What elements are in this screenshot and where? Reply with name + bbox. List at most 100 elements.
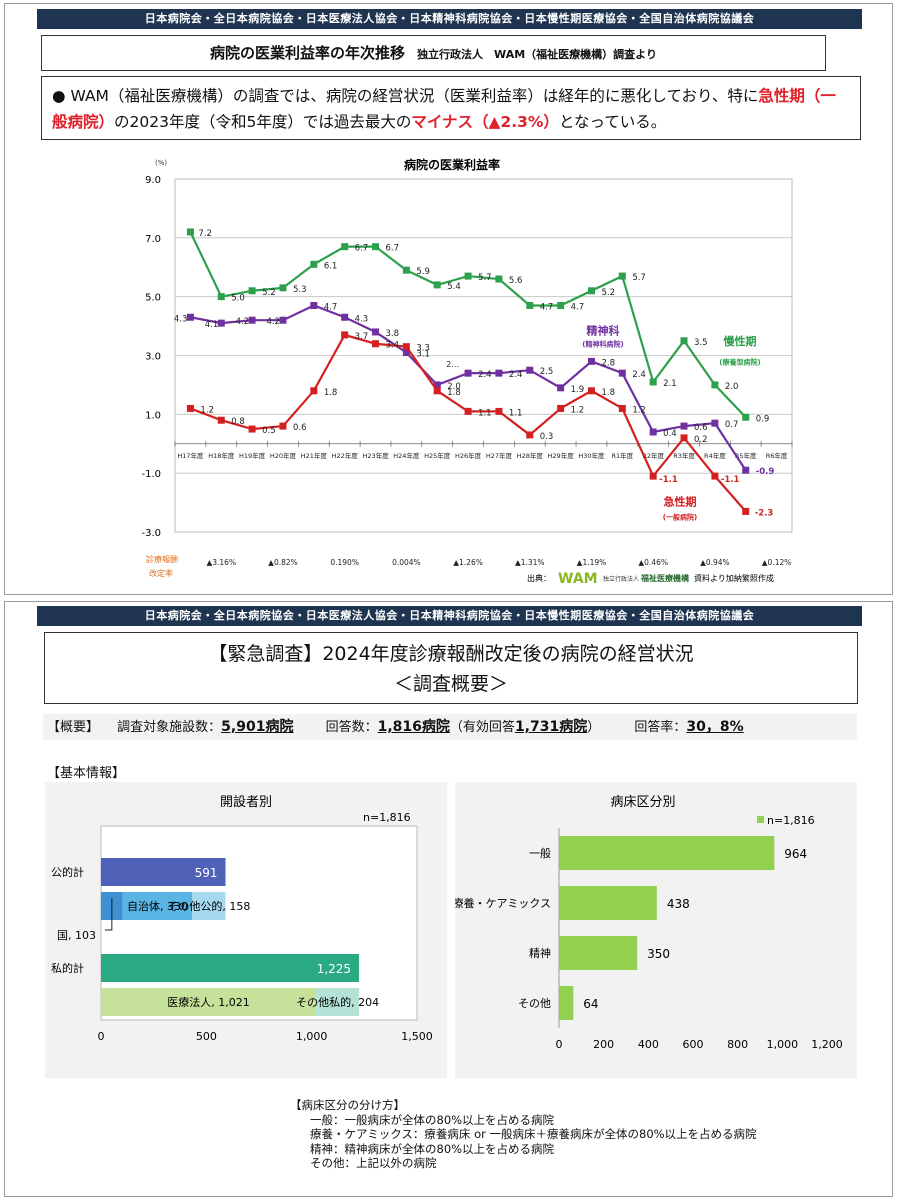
data-point <box>464 407 472 415</box>
basic-info-label: 【基本情報】 <box>47 766 126 781</box>
data-point <box>587 287 595 295</box>
data-point <box>248 425 256 433</box>
data-label: 0.5 <box>262 426 276 436</box>
wam-logo: WAM <box>558 571 598 587</box>
x-tick-label: R1年度 <box>611 451 633 460</box>
legend-line: 療養・ケアミックス：療養病床 or 一般病床＋療養病床が全体の80%以上を占める… <box>310 1127 757 1141</box>
owner-bar-label: その他公的, 158 <box>167 899 250 913</box>
bed-category-label: 療養・ケアミックス <box>455 896 551 910</box>
y-tick-label: 7.0 <box>145 234 161 245</box>
data-point <box>557 404 565 412</box>
data-point <box>217 319 225 327</box>
bed-category-label: 一般 <box>529 847 551 860</box>
responses-value: 1,816病院 <box>377 719 450 735</box>
owner-bar-label: 自治体, 330 <box>127 899 188 913</box>
series-name-label: 急性期 <box>664 495 697 509</box>
data-label: 4.3 <box>355 314 369 324</box>
note-text-3: となっている。 <box>558 113 667 131</box>
survey-title-line2: ＜調査概要＞ <box>393 673 508 695</box>
valid-close: ） <box>587 720 601 735</box>
owner-bar-label: 国, 103 <box>57 929 96 942</box>
line-series-group: 7.2 5.0 5.2 5.3 6.1 6.7 6.7 5.9 5.4 5.7 5.6 4.7 4.7 5… <box>174 228 774 522</box>
x-tick-label: R2年度 <box>642 451 664 460</box>
data-label: 4.2 <box>236 317 250 327</box>
x-axis-ticks: H17年度 H18年度 H19年度 H20年度 H21年度 H22年度 H23年度 H24年度… <box>177 451 788 460</box>
revision-rates-row: ▲3.16% ▲0.82% 0.190% 0.004% ▲1.26% ▲1.31% ▲1.1… <box>206 558 791 567</box>
data-point <box>526 431 534 439</box>
owner-x-tick: 500 <box>196 1030 217 1043</box>
data-label: 0.8 <box>231 417 245 427</box>
data-label: 2.1 <box>663 379 677 389</box>
note-highlight-acute: 急性期（一般病院） <box>52 87 836 131</box>
slide-survey-overview: 日本病院会・全日本病院協会・日本医療法人協会・日本精神科病院協会・日本慢性期医療… <box>4 601 893 1197</box>
bed-x-tick: 800 <box>727 1038 748 1051</box>
survey-title-line1: 【緊急調査】2024年度診療報酬改定後の病院の経営状況 <box>208 643 694 665</box>
survey-summary: 【概要】 調査対象施設数：5,901病院 回答数：1,816病院（有効回答1,7… <box>43 714 857 740</box>
legend-line: 精神：精神病床が全体の80%以上を占める病院 <box>310 1141 555 1156</box>
data-label: 0.6 <box>293 423 307 433</box>
data-point <box>433 281 441 289</box>
data-point <box>618 404 626 412</box>
x-tick-label: H18年度 <box>208 451 235 460</box>
data-label: 0.2 <box>694 435 708 445</box>
data-point <box>526 366 534 374</box>
bed-value-label: 350 <box>647 947 670 961</box>
y-tick-label: 9.0 <box>145 175 161 186</box>
data-point <box>618 272 626 280</box>
y-tick-label: -3.0 <box>141 528 161 539</box>
data-label: 2.0 <box>725 382 739 392</box>
data-point <box>279 422 287 430</box>
slide-title-main: 病院の医業利益率の年次推移 <box>210 44 406 62</box>
data-label: 5.3 <box>293 285 307 295</box>
owner-bar-chart: 開設者別 n=1,816 0 500 1,000 1,500 公的計 591 国, 103 自治体… <box>51 794 433 1043</box>
data-point <box>433 381 441 389</box>
data-point <box>618 369 626 377</box>
data-point <box>680 422 688 430</box>
header-banner: 日本病院会・全日本病院協会・日本医療法人協会・日本精神科病院協会・日本慢性期医療… <box>37 9 862 29</box>
data-label: 1.2 <box>632 405 646 415</box>
profit-line-chart: 病院の医業利益率 (%) 9.0 7.0 5.0 3.0 1.0 -1.0 -3.0 H17… <box>141 157 793 587</box>
data-point <box>495 407 503 415</box>
x-tick-label: H27年度 <box>486 451 513 460</box>
revision-rate: ▲0.46% <box>638 558 668 567</box>
x-tick-label: H17年度 <box>177 451 204 460</box>
bed-x-tick: 400 <box>638 1038 659 1051</box>
data-point <box>711 419 719 427</box>
bed-bar-chart: 病床区分別 n=1,816 0 200 400 600 800 1,000 1,200 一般 964… <box>453 795 843 1051</box>
data-label: 0.7 <box>725 420 739 430</box>
bed-chart-panel: 病床区分別 n=1,816 0 200 400 600 800 1,000 1,200 一般 964… <box>453 782 857 1078</box>
bed-bar <box>559 986 574 1020</box>
owner-x-tick: 1,000 <box>296 1030 328 1043</box>
owner-row-label: 公的計 <box>51 865 84 879</box>
source-org-name: 福祉医療機構 <box>640 573 689 583</box>
source-org-type: 独立行政法人 <box>603 575 639 583</box>
owner-bar-segment <box>192 892 226 920</box>
data-point <box>248 316 256 324</box>
owner-bar-segment <box>101 988 317 1016</box>
bed-x-tick: 200 <box>593 1038 614 1051</box>
bed-value-label: 438 <box>667 897 690 911</box>
bed-bar <box>559 886 657 920</box>
data-point <box>372 328 380 336</box>
bed-x-tick: 0 <box>556 1038 563 1051</box>
data-label: 5.6 <box>509 276 523 286</box>
data-label: 4.1 <box>205 320 219 330</box>
owner-bar-label: 医療法人, 1,021 <box>167 995 249 1009</box>
slide-title-sub: 独立行政法人 WAM（福祉医療機構）調査より <box>417 48 657 61</box>
revision-rate: ▲1.26% <box>453 558 483 567</box>
revision-label-1: 診療報酬 <box>146 554 178 564</box>
bed-x-tick: 1,000 <box>767 1038 799 1051</box>
data-point <box>341 331 349 339</box>
bed-legend-swatch <box>757 816 764 823</box>
owner-bar-segment <box>122 892 193 920</box>
data-point <box>711 381 719 389</box>
data-label: 1.1 <box>478 408 492 418</box>
x-tick-label: H24年度 <box>393 451 420 460</box>
data-label: 1.8 <box>447 388 461 398</box>
x-tick-label: H21年度 <box>301 451 328 460</box>
owner-bar-label: 1,225 <box>317 962 351 976</box>
x-tick-label: R6年度 <box>766 451 788 460</box>
data-point <box>372 340 380 348</box>
series-急性期: 1.2 0.8 0.5 0.6 1.8 3.7 3.4 3.3 1.8 1.1 1.1 0.3 1.2 1… <box>186 331 773 518</box>
owner-n-label: n=1,816 <box>363 811 411 824</box>
